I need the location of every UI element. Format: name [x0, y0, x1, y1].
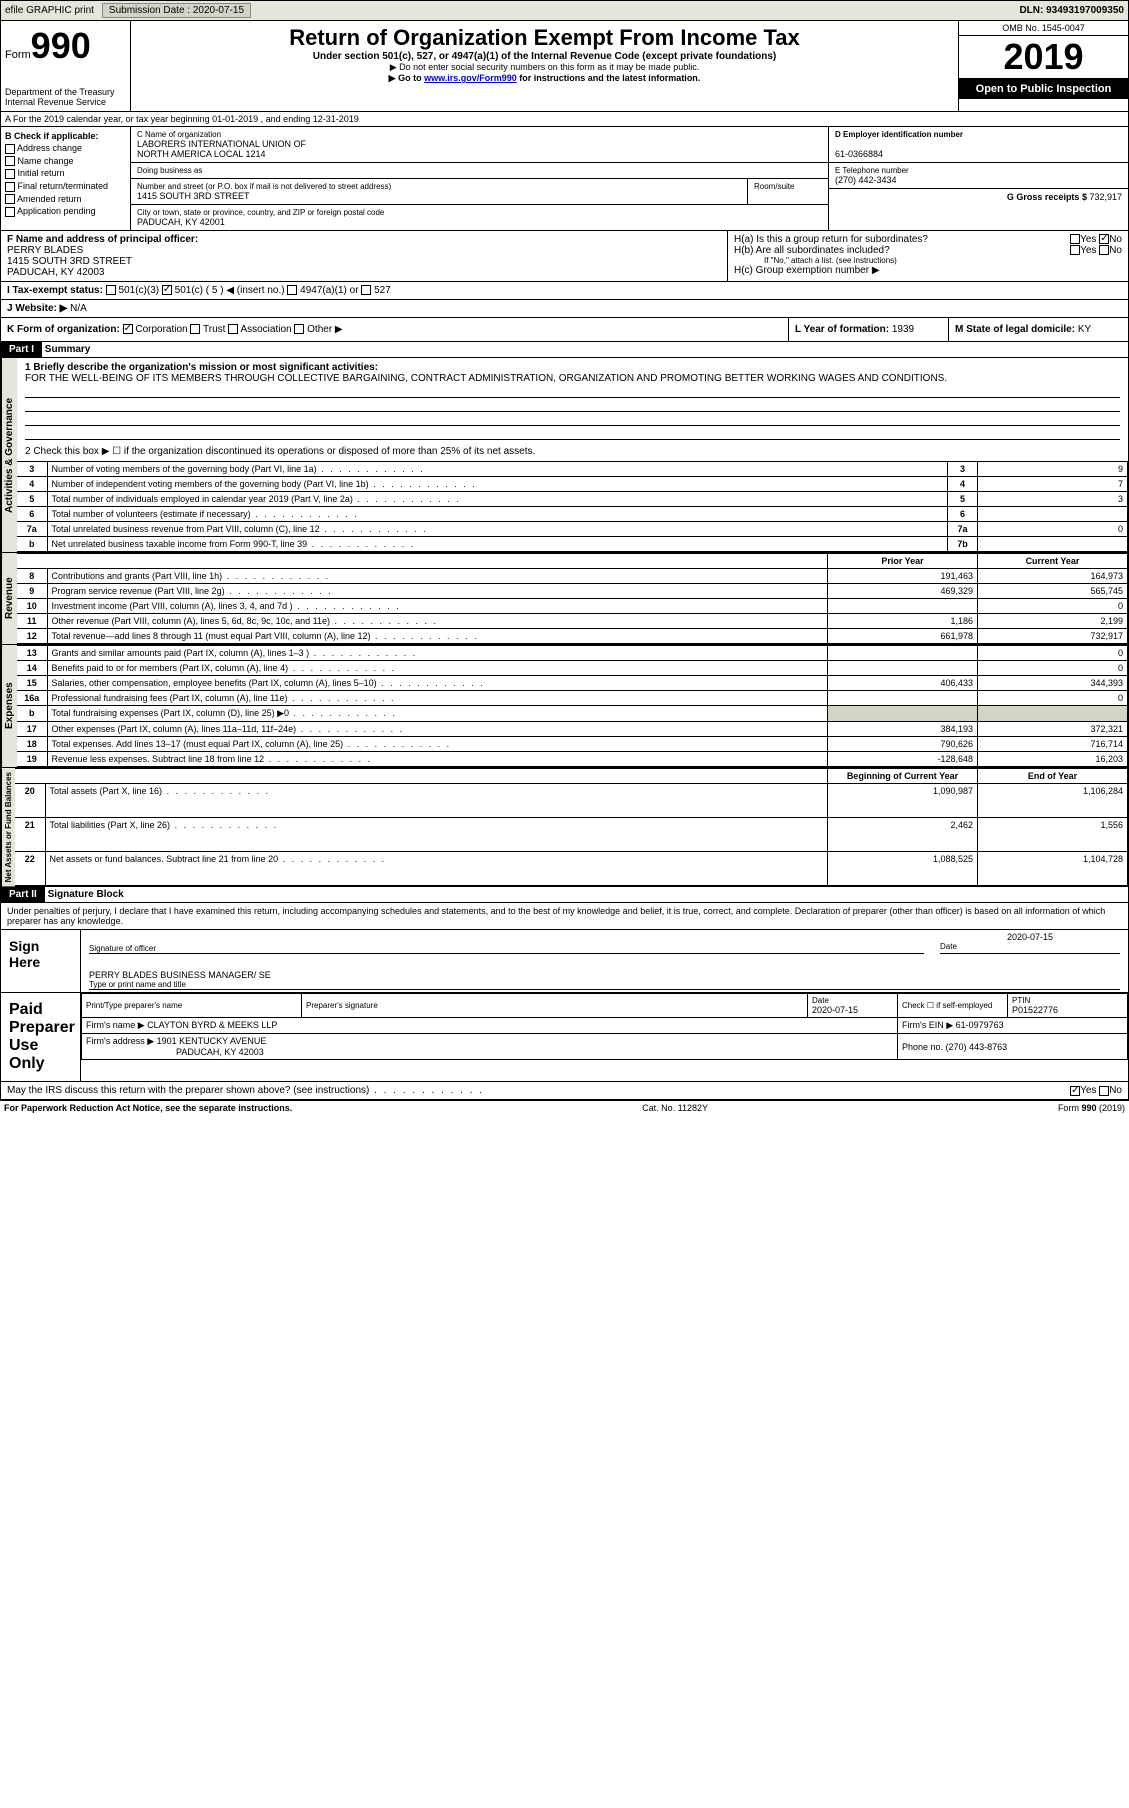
table-row: 3Number of voting members of the governi… — [17, 462, 1128, 477]
table-row: 5Total number of individuals employed in… — [17, 492, 1128, 507]
officer-printed: PERRY BLADES BUSINESS MANAGER/ SE — [89, 970, 1120, 980]
table-row: 6Total number of volunteers (estimate if… — [17, 507, 1128, 522]
paid-preparer-block: Paid Preparer Use Only Print/Type prepar… — [0, 993, 1129, 1082]
officer-addr2: PADUCAH, KY 42003 — [7, 267, 721, 278]
tax-year: 2019 — [959, 36, 1128, 79]
submission-date-btn[interactable]: Submission Date : 2020-07-15 — [102, 3, 251, 18]
gross-receipts: 732,917 — [1089, 192, 1122, 202]
efile-label: efile GRAPHIC print — [5, 5, 94, 16]
col-b-checkboxes: B Check if applicable: Address change Na… — [1, 127, 131, 230]
firm-phone: (270) 443-8763 — [946, 1042, 1008, 1052]
omb-number: OMB No. 1545-0047 — [959, 21, 1128, 36]
org-name: LABORERS INTERNATIONAL UNION OF NORTH AM… — [137, 139, 822, 159]
efile-top-bar: efile GRAPHIC print Submission Date : 20… — [0, 0, 1129, 21]
table-row: 16aProfessional fundraising fees (Part I… — [17, 691, 1128, 706]
table-row: 22Net assets or fund balances. Subtract … — [15, 852, 1128, 886]
row-j-website: J Website: ▶ N/A — [0, 300, 1129, 318]
phone: (270) 442-3434 — [835, 175, 1122, 185]
chk-amended[interactable]: Amended return — [5, 194, 126, 205]
website: N/A — [70, 303, 87, 314]
table-row: 8Contributions and grants (Part VIII, li… — [17, 569, 1128, 584]
table-row: bTotal fundraising expenses (Part IX, co… — [17, 706, 1128, 722]
h-b: H(b) Are all subordinates included? Yes … — [734, 245, 1122, 256]
org-city: PADUCAH, KY 42001 — [137, 217, 822, 227]
firm-name: CLAYTON BYRD & MEEKS LLP — [147, 1020, 277, 1030]
part-1-header: Part I Summary — [0, 342, 1129, 358]
form-title: Return of Organization Exempt From Incom… — [135, 25, 954, 51]
part1-netassets: Net Assets or Fund Balances Beginning of… — [0, 768, 1129, 887]
dept-treasury: Department of the Treasury Internal Reve… — [5, 87, 126, 107]
firm-city: PADUCAH, KY 42003 — [86, 1047, 264, 1057]
year-formation: 1939 — [892, 324, 914, 335]
table-row: 18Total expenses. Add lines 13–17 (must … — [17, 737, 1128, 752]
mission-text: FOR THE WELL-BEING OF ITS MEMBERS THROUG… — [25, 373, 1120, 384]
chk-app-pending[interactable]: Application pending — [5, 206, 126, 217]
revenue-table: Prior YearCurrent Year 8Contributions an… — [17, 553, 1128, 644]
section-bcd: B Check if applicable: Address change Na… — [0, 127, 1129, 231]
form-subtitle-2: ▶ Do not enter social security numbers o… — [135, 62, 954, 73]
part1-expenses: Expenses 13Grants and similar amounts pa… — [0, 645, 1129, 768]
table-row: 11Other revenue (Part VIII, column (A), … — [17, 614, 1128, 629]
table-row: 9Program service revenue (Part VIII, lin… — [17, 584, 1128, 599]
table-row: 10Investment income (Part VIII, column (… — [17, 599, 1128, 614]
chk-initial-return[interactable]: Initial return — [5, 168, 126, 179]
row-f-h: F Name and address of principal officer:… — [0, 231, 1129, 282]
table-row: 4Number of independent voting members of… — [17, 477, 1128, 492]
sig-date: 2020-07-15 — [940, 932, 1120, 942]
officer-name: PERRY BLADES — [7, 245, 721, 256]
form-header: Form990 Department of the Treasury Inter… — [0, 21, 1129, 112]
chk-address-change[interactable]: Address change — [5, 143, 126, 154]
table-row: 15Salaries, other compensation, employee… — [17, 676, 1128, 691]
table-row: 21Total liabilities (Part X, line 26)2,4… — [15, 818, 1128, 852]
signature-block: Sign Here Signature of officer 2020-07-1… — [0, 930, 1129, 993]
h-c: H(c) Group exemption number ▶ — [734, 265, 1122, 276]
state-domicile: KY — [1078, 324, 1091, 335]
table-row: 13Grants and similar amounts paid (Part … — [17, 646, 1128, 661]
chk-name-change[interactable]: Name change — [5, 156, 126, 167]
ptin: P01522776 — [1012, 1005, 1123, 1015]
row-a-tax-year: A For the 2019 calendar year, or tax yea… — [0, 112, 1129, 127]
part1-revenue: Revenue Prior YearCurrent Year 8Contribu… — [0, 553, 1129, 645]
table-row: 20Total assets (Part X, line 16)1,090,98… — [15, 784, 1128, 818]
table-row: 14Benefits paid to or for members (Part … — [17, 661, 1128, 676]
row-i-tax-exempt: I Tax-exempt status: 501(c)(3) 501(c) ( … — [0, 282, 1129, 300]
h-a: H(a) Is this a group return for subordin… — [734, 234, 1122, 245]
org-street: 1415 SOUTH 3RD STREET — [137, 191, 741, 201]
table-row: bNet unrelated business taxable income f… — [17, 537, 1128, 552]
part1-activities: Activities & Governance 1 Briefly descri… — [0, 358, 1129, 553]
table-row: 17Other expenses (Part IX, column (A), l… — [17, 722, 1128, 737]
discuss-row: May the IRS discuss this return with the… — [0, 1082, 1129, 1100]
expenses-table: 13Grants and similar amounts paid (Part … — [17, 645, 1128, 767]
footer: For Paperwork Reduction Act Notice, see … — [0, 1100, 1129, 1115]
declaration: Under penalties of perjury, I declare th… — [0, 903, 1129, 930]
form-subtitle-3: ▶ Go to www.irs.gov/Form990 for instruct… — [135, 73, 954, 84]
table-row: 19Revenue less expenses. Subtract line 1… — [17, 752, 1128, 767]
dln: DLN: 93493197009350 — [1019, 5, 1124, 16]
firm-addr: 1901 KENTUCKY AVENUE — [157, 1036, 267, 1046]
part-2-header: Part II Signature Block — [0, 887, 1129, 903]
irs-link[interactable]: www.irs.gov/Form990 — [424, 73, 517, 83]
prep-date: 2020-07-15 — [812, 1005, 893, 1015]
form-990-label: Form990 — [5, 25, 126, 67]
open-to-public: Open to Public Inspection — [959, 79, 1128, 99]
officer-addr1: 1415 SOUTH 3RD STREET — [7, 256, 721, 267]
table-row: 7aTotal unrelated business revenue from … — [17, 522, 1128, 537]
netassets-table: Beginning of Current YearEnd of Year 20T… — [15, 768, 1128, 886]
firm-ein: 61-0979763 — [956, 1020, 1004, 1030]
chk-final-return[interactable]: Final return/terminated — [5, 181, 126, 192]
row-klm: K Form of organization: Corporation Trus… — [0, 318, 1129, 342]
form-subtitle-1: Under section 501(c), 527, or 4947(a)(1)… — [135, 51, 954, 62]
table-row: 12Total revenue—add lines 8 through 11 (… — [17, 629, 1128, 644]
activities-table: 3Number of voting members of the governi… — [17, 461, 1128, 552]
ein: 61-0366884 — [835, 149, 1122, 159]
